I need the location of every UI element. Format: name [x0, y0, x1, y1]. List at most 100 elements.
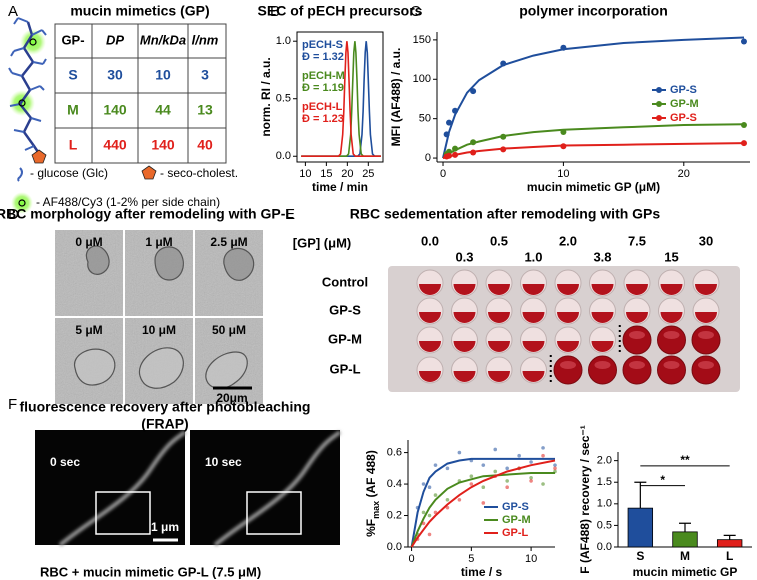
data-point	[481, 485, 486, 490]
well-pellet	[657, 325, 686, 355]
table-cell: 140	[103, 102, 127, 118]
x-axis-label: mucin mimetic GP	[633, 565, 738, 579]
data-point	[421, 482, 426, 486]
legend-note: - glucose (Glc)	[30, 166, 108, 180]
data-point	[505, 485, 509, 490]
well-highlight	[698, 331, 714, 339]
bar	[672, 531, 698, 548]
well-sediment	[591, 284, 614, 295]
y-tick-label: 100	[413, 73, 431, 85]
micrograph	[190, 430, 340, 545]
table-cell: L	[69, 137, 78, 153]
y-axis-label: MFI (AF488) / a.u.	[389, 48, 403, 147]
concentration-label: 50 μM	[212, 323, 246, 337]
concentration-label: 3.8	[593, 249, 611, 264]
table-cell: 10	[155, 67, 171, 83]
legend-note: Đ = 1.32	[302, 51, 344, 63]
x-tick-label: 0	[440, 168, 446, 180]
row-label: GP-S	[329, 302, 361, 317]
well-sediment	[626, 284, 648, 295]
row-label: Control	[322, 274, 368, 289]
well-sediment	[453, 312, 476, 324]
well-sediment	[488, 312, 510, 323]
concentration-label: 1.0	[524, 249, 542, 264]
well-sediment	[660, 312, 683, 324]
fluorophore	[29, 38, 37, 46]
data-point	[541, 446, 545, 450]
cell	[223, 247, 255, 281]
data-point	[470, 88, 477, 95]
significance-label: *	[660, 473, 665, 487]
data-point	[457, 497, 462, 502]
well-highlight	[698, 361, 714, 369]
x-tick-label: 10	[525, 553, 537, 565]
axis-label: [GP] (μM)	[293, 235, 352, 250]
well-sediment	[419, 312, 441, 323]
legend-note: Đ = 1.19	[302, 82, 344, 94]
data-point	[529, 460, 533, 464]
panel-subtitle: (FRAP)	[141, 416, 188, 432]
y-tick-label: 0.5	[276, 93, 291, 105]
x-axis-label: time / s	[461, 565, 503, 579]
data-point	[493, 469, 498, 474]
well-sediment	[522, 312, 545, 324]
data-point	[433, 510, 438, 515]
data-point	[427, 532, 432, 537]
table-cell: 3	[201, 67, 209, 83]
concentration-label: 0.3	[455, 249, 473, 264]
well-sediment	[453, 341, 476, 352]
well-sediment	[557, 284, 579, 295]
bar	[627, 507, 654, 548]
legend-note: - AF488/Cy3 (1-2% per side chain)	[36, 195, 220, 209]
table-cell: 13	[197, 102, 213, 118]
concentration-label: 0.0	[421, 233, 439, 248]
well-pellet	[691, 325, 721, 355]
y-tick-label: 1.5	[597, 476, 612, 488]
x-tick-label: M	[680, 549, 690, 563]
x-tick-label: 20	[341, 168, 353, 180]
data-point	[517, 453, 521, 458]
y-tick-label: 150	[413, 34, 431, 46]
table-header: Mn/kDa	[140, 32, 186, 47]
panel-title: RBC morphology after remodeling with GP-…	[0, 206, 294, 222]
x-tick-label: 10	[557, 168, 569, 180]
panel-title: RBC sedementation after remodeling with …	[350, 206, 661, 222]
well-sediment	[557, 341, 579, 352]
concentration-label: 2.5 μM	[210, 235, 247, 249]
y-tick-label: 0.0	[276, 150, 291, 162]
bleach-roi	[246, 491, 302, 535]
table-header: l/nm	[192, 32, 219, 47]
series-line	[301, 41, 381, 157]
panel-label: E	[285, 206, 295, 223]
cell	[138, 347, 184, 389]
x-tick-label: L	[726, 549, 733, 563]
panel-label: D	[8, 206, 19, 223]
table-cell: M	[67, 102, 79, 118]
x-tick-label: 20	[678, 168, 690, 180]
concentration-label: 7.5	[628, 233, 646, 248]
well-pellet	[588, 355, 617, 385]
data-point	[505, 479, 509, 483]
y-axis-label: F (AF488) recovery / sec⁻¹	[578, 425, 592, 573]
data-point	[505, 466, 509, 471]
well-sediment	[453, 284, 476, 295]
panel-label: A	[8, 3, 18, 20]
cholesterol-anchor	[31, 149, 47, 164]
y-tick-label: 0.0	[387, 541, 402, 553]
well-sediment	[453, 371, 476, 382]
table-cell: 440	[103, 137, 127, 153]
well-pellet	[691, 355, 721, 385]
well-highlight	[663, 331, 680, 339]
x-tick-label: 10	[299, 168, 311, 180]
well-pellet	[657, 355, 686, 385]
x-axis-label: mucin mimetic GP (μM)	[527, 180, 660, 194]
fit-curve	[410, 459, 556, 548]
data-point	[469, 482, 474, 486]
concentration-label: 2.0	[559, 233, 577, 248]
data-point	[481, 463, 486, 467]
y-axis-label: %Fmax (AF 488)	[364, 450, 381, 537]
well-pellet	[622, 325, 652, 355]
cell-edge	[213, 430, 342, 547]
fluorophore-glow	[20, 29, 46, 55]
y-tick-label: 0.6	[387, 446, 402, 458]
